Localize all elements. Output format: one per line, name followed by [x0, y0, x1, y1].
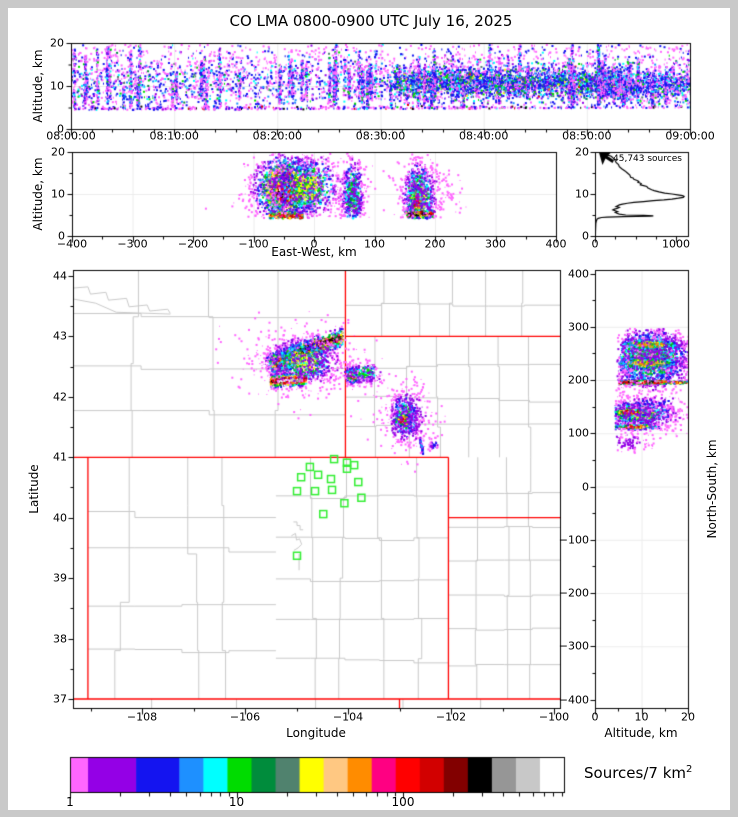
- map-lon-tick-label: −100: [538, 710, 570, 724]
- figure-title: CO LMA 0800-0900 UTC July 16, 2025: [229, 12, 513, 30]
- tick-label: 20: [50, 36, 64, 50]
- tick-label: 10: [575, 187, 589, 201]
- colorbar-tick-label: 100: [391, 795, 415, 809]
- ns-tick-label: −100: [558, 533, 589, 547]
- map-lat-tick-label: 40: [53, 511, 67, 525]
- tick-label: 0: [310, 237, 318, 251]
- ns-tick-label: −400: [558, 693, 589, 706]
- map-lon-tick-label: −106: [229, 710, 261, 724]
- tick-label: 400: [545, 237, 567, 251]
- tick-label: −100: [238, 237, 269, 251]
- map-lon-tick-label: −104: [332, 710, 364, 724]
- map-lat-tick-label: 41: [53, 450, 67, 464]
- tick-label: 08:40:00: [458, 129, 509, 143]
- tick-label: 10: [51, 187, 65, 201]
- colorbar-tick-label: 10: [228, 795, 245, 809]
- ns-tick-label: 200: [568, 373, 589, 387]
- map-lat-tick-label: 43: [53, 329, 67, 343]
- tick-label: 0: [591, 237, 599, 251]
- ns-tick-label: −300: [558, 639, 589, 653]
- ns-tick-label: 0: [582, 480, 589, 493]
- tick-label: 1000: [662, 237, 690, 251]
- tick-label: 09:00:00: [665, 129, 715, 143]
- ns-alt-tick-label: 10: [634, 710, 649, 724]
- tick-label: −300: [117, 237, 148, 251]
- tick-label: 0: [58, 229, 65, 243]
- map-lon-tick-label: −102: [435, 710, 467, 724]
- time-panel-y-axis-label: Altitude, km: [31, 49, 45, 123]
- map-lat-tick-label: 39: [53, 571, 67, 585]
- ns-panel-x-axis-label: Altitude, km: [604, 726, 678, 740]
- colorbar-tick-label: 1: [66, 795, 74, 809]
- tick-label: 08:50:00: [562, 129, 612, 143]
- tick-label: 20: [575, 145, 589, 159]
- tick-label: 0: [582, 229, 589, 243]
- tick-label: 20: [51, 145, 65, 159]
- tick-label: 08:10:00: [149, 129, 199, 143]
- ns-tick-label: 300: [568, 320, 589, 334]
- map-lat-tick-label: 42: [53, 390, 67, 404]
- map-lat-tick-label: 38: [53, 632, 67, 646]
- ew-panel-x-axis-label: East-West, km: [271, 245, 357, 259]
- map-lat-tick-label: 44: [53, 269, 67, 283]
- ew-panel-y-axis-label: Altitude, km: [31, 157, 45, 231]
- ns-tick-label: 400: [568, 267, 589, 280]
- ns-tick-label: 100: [568, 426, 589, 440]
- ns-alt-tick-label: 0: [591, 710, 599, 724]
- ns-tick-label: −200: [558, 586, 589, 600]
- tick-label: 300: [485, 237, 506, 251]
- tick-label: 08:00:00: [46, 129, 96, 143]
- map-y-axis-label: Latitude: [27, 464, 41, 514]
- colorbar-label-superscript: 2: [686, 764, 693, 775]
- tick-label: 08:30:00: [355, 129, 406, 143]
- tick-label: 08:20:00: [252, 129, 303, 143]
- tick-label: 200: [424, 237, 446, 251]
- ns-alt-tick-label: 20: [681, 710, 695, 724]
- tick-label: 0: [57, 122, 64, 136]
- tick-label: 100: [364, 237, 385, 251]
- map-lat-tick-label: 37: [53, 692, 67, 706]
- map-lon-tick-label: −108: [126, 710, 158, 724]
- tick-label: 10: [50, 79, 64, 93]
- colorbar-label: Sources/7 km2: [584, 764, 693, 782]
- map-x-axis-label: Longitude: [286, 726, 346, 740]
- tick-label: −200: [177, 237, 209, 251]
- ns-panel-y-axis-label: North-South, km: [705, 439, 719, 539]
- tick-label: −400: [56, 237, 88, 251]
- source-count-annotation: 45,743 sources: [613, 154, 682, 164]
